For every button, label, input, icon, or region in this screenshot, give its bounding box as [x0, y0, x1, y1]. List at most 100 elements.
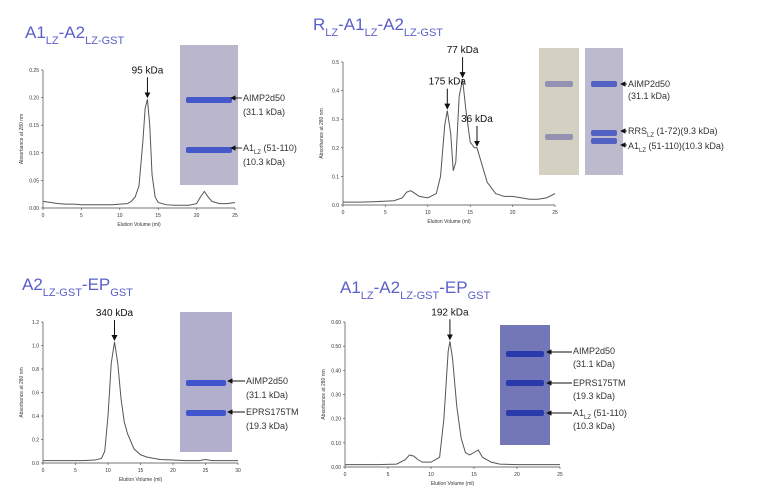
x-tick-label: 20 — [170, 468, 176, 474]
text-part: RRS — [628, 126, 647, 136]
x-tick-label: 10 — [425, 210, 431, 216]
gel-label: EPRS175TM — [573, 378, 626, 388]
text-part: LZ — [325, 27, 338, 39]
x-tick-label: 10 — [117, 213, 123, 219]
x-tick-label: 0 — [344, 472, 347, 478]
y-tick-label: 0.30 — [331, 393, 341, 399]
y-tick-label: 0.10 — [29, 151, 39, 157]
text-part: -EP — [82, 275, 110, 294]
x-axis-label: Elution Volume (ml) — [427, 219, 471, 225]
panel-title: A1LZ-A2LZ-GST-EPGST — [340, 278, 490, 302]
gel-image — [585, 48, 623, 175]
text-part: A1 — [628, 141, 639, 151]
x-tick-label: 0 — [42, 213, 45, 219]
y-tick-label: 0.2 — [32, 438, 39, 444]
text-part: LZ-GST — [400, 290, 439, 302]
y-axis-label: Absorbance at 280 nm — [19, 114, 25, 164]
x-tick-label: 5 — [387, 472, 390, 478]
text-part: (1-72)(9.3 kDa) — [654, 126, 718, 136]
text-part: LZ-GST — [43, 287, 82, 299]
text-part: LZ — [584, 415, 591, 421]
y-axis-label: Absorbance at 280 nm — [19, 367, 25, 417]
text-part: LZ — [46, 35, 59, 47]
text-part: (51-110)(10.3 kDa) — [646, 141, 724, 151]
gel-band — [506, 351, 544, 357]
text-part: -A2 — [374, 278, 400, 297]
x-axis-label: Elution Volume (ml) — [117, 222, 161, 228]
text-part: A1 — [573, 408, 584, 418]
text-part: A1 — [243, 143, 254, 153]
text-part: LZ — [647, 133, 654, 139]
text-part: GST — [110, 287, 133, 299]
gel-band — [186, 147, 232, 153]
text-part: GST — [468, 290, 491, 302]
text-part: -EP — [439, 278, 467, 297]
text-part: A2 — [22, 275, 43, 294]
gel-label: A1LZ (51-110)(10.3 kDa) — [628, 141, 724, 154]
y-tick-label: 0.00 — [29, 206, 39, 212]
y-tick-label: 0.60 — [331, 320, 341, 326]
x-tick-label: 25 — [232, 213, 238, 219]
text-part: A1 — [25, 23, 46, 42]
y-tick-label: 0.4 — [32, 414, 39, 420]
gel-image — [180, 45, 238, 185]
text-part: LZ-GST — [85, 35, 124, 47]
y-tick-label: 0.20 — [29, 96, 39, 102]
gel-label: AIMP2d50 — [243, 93, 285, 103]
x-tick-label: 15 — [155, 213, 161, 219]
text-part: R — [313, 15, 325, 34]
y-axis-label: Absorbance at 280 nm — [321, 369, 327, 419]
text-part: LZ — [254, 150, 261, 156]
gel-label: (31.1 kDa) — [243, 107, 285, 117]
gel-label: AIMP2d50 — [573, 346, 615, 356]
data-line — [43, 341, 238, 462]
x-tick-label: 5 — [74, 468, 77, 474]
text-part: -A1 — [338, 15, 364, 34]
x-tick-label: 5 — [80, 213, 83, 219]
peak-label: 36 kDa — [461, 114, 493, 125]
gel-band — [591, 138, 617, 144]
y-tick-label: 0.05 — [29, 178, 39, 184]
x-axis-label: Elution Volume (ml) — [431, 481, 475, 487]
gel-label: A1LZ (51-110) — [573, 408, 627, 421]
x-tick-label: 20 — [194, 213, 200, 219]
text-part: -A2 — [377, 15, 403, 34]
gel-label: EPRS175TM — [246, 407, 299, 417]
gel-label: (10.3 kDa) — [573, 421, 615, 431]
x-tick-label: 5 — [384, 210, 387, 216]
gel-label: (19.3 kDa) — [246, 421, 288, 431]
peak-label: 77 kDa — [447, 45, 479, 56]
x-tick-label: 25 — [203, 468, 209, 474]
x-tick-label: 25 — [557, 472, 563, 478]
x-axis-label: Elution Volume (ml) — [119, 477, 163, 483]
y-tick-label: 0.00 — [331, 465, 341, 471]
y-tick-label: 0.25 — [29, 68, 39, 74]
panel-title: RLZ-A1LZ-A2LZ-GST — [313, 15, 443, 39]
y-tick-label: 0.40 — [331, 368, 341, 374]
panel-title: A1LZ-A2LZ-GST — [25, 23, 125, 47]
gel-band — [545, 81, 573, 87]
gel-band — [186, 97, 232, 103]
y-tick-label: 0.0 — [332, 203, 339, 209]
gel-label: (31.1 kDa) — [628, 91, 670, 101]
x-tick-label: 15 — [467, 210, 473, 216]
text-part: LZ-GST — [404, 27, 443, 39]
gel-label: AIMP2d50 — [246, 376, 288, 386]
text-part: A1 — [340, 278, 361, 297]
text-part: -A2 — [59, 23, 85, 42]
gel-band — [506, 380, 544, 386]
x-tick-label: 0 — [42, 468, 45, 474]
y-tick-label: 0.1 — [332, 174, 339, 180]
y-tick-label: 0.10 — [331, 441, 341, 447]
text-part: (51-110) — [591, 408, 627, 418]
peak-label: 95 kDa — [132, 65, 164, 76]
gel-label: RRSLZ (1-72)(9.3 kDa) — [628, 126, 718, 139]
y-tick-label: 0.15 — [29, 123, 39, 129]
text-part: LZ — [639, 148, 646, 154]
data-line — [345, 341, 560, 466]
y-tick-label: 0.3 — [332, 117, 339, 123]
y-tick-label: 0.0 — [32, 461, 39, 467]
x-tick-label: 10 — [105, 468, 111, 474]
y-tick-label: 0.6 — [32, 391, 39, 397]
gel-band — [186, 410, 226, 416]
